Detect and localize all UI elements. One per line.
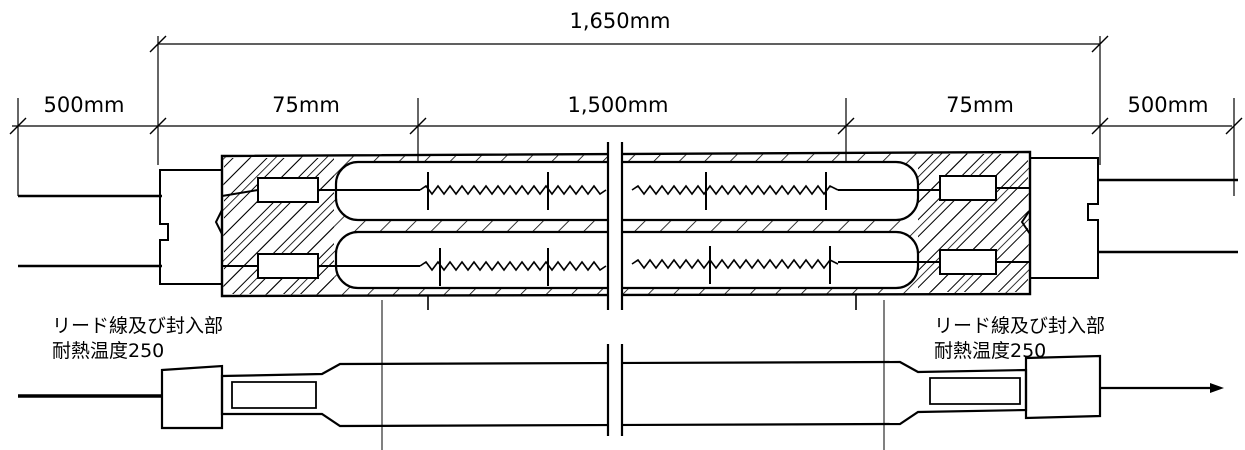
dimension-total [149, 35, 1109, 165]
dimension-lead-left-label: 500mm [44, 93, 125, 117]
end-cap-right [1020, 157, 1099, 279]
lead-wire-right [1098, 178, 1238, 254]
note-left-line2: 耐熱温度250 [52, 340, 164, 362]
note-left-line1: リード線及び封入部 [52, 315, 223, 337]
dimension-total-label: 1,650mm [569, 9, 670, 33]
side-view-lamp [18, 300, 1224, 450]
lead-wire-left [18, 194, 162, 268]
dimension-end-left-label: 75mm [272, 93, 340, 117]
end-cap-left [159, 169, 223, 285]
note-right-line1: リード線及び封入部 [934, 315, 1105, 337]
dimension-heated-label: 1,500mm [567, 93, 668, 117]
sealed-housing [220, 150, 1032, 298]
break-mark-bottom [606, 344, 624, 436]
filament-lower [419, 246, 839, 286]
break-mark-top [606, 142, 624, 310]
dimension-end-right-label: 75mm [946, 93, 1014, 117]
dimension-lead-right-label: 500mm [1128, 93, 1209, 117]
note-right-line2: 耐熱温度250 [934, 340, 1046, 362]
filament-upper [419, 172, 839, 210]
